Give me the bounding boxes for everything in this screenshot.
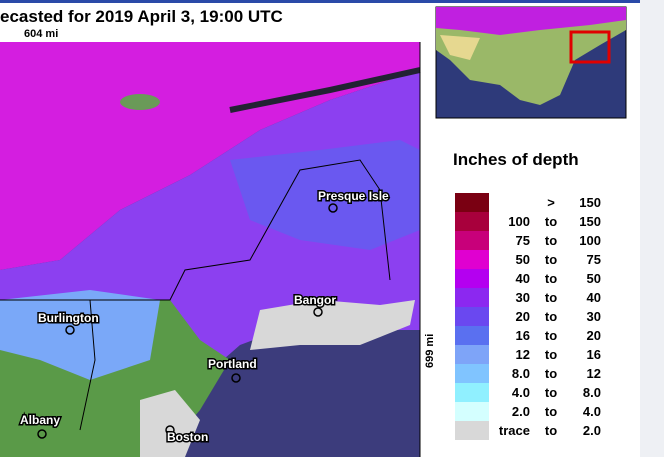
legend-high: 100 — [579, 233, 601, 248]
legend-low: 12 — [516, 347, 530, 362]
legend-high: 12 — [587, 366, 601, 381]
legend-sep: to — [545, 271, 557, 286]
legend-sep: to — [545, 347, 557, 362]
legend-low: > — [547, 195, 555, 210]
legend-sep: to — [545, 233, 557, 248]
legend-sep: to — [545, 366, 557, 381]
map-title: ecasted for 2019 April 3, 19:00 UTC — [0, 7, 283, 26]
legend-swatch — [455, 307, 489, 326]
legend-high: 50 — [587, 271, 601, 286]
legend-swatch — [455, 364, 489, 383]
legend-high: 150 — [579, 195, 601, 210]
legend-high: 4.0 — [583, 404, 601, 419]
legend-sep: to — [545, 290, 557, 305]
legend-sep: to — [545, 214, 557, 229]
legend-high: 150 — [579, 214, 601, 229]
map — [0, 42, 421, 457]
legend-low: 4.0 — [512, 385, 530, 400]
legend-swatch — [455, 231, 489, 250]
city-label: Bangor — [294, 293, 336, 307]
legend-swatch — [455, 288, 489, 307]
legend-swatch — [455, 212, 489, 231]
legend-sep: to — [545, 252, 557, 267]
legend: >150 100 to 150 75 to 100 50 to 75 40 to 50 30 to 40 20 t… — [455, 193, 601, 440]
legend-swatch — [455, 250, 489, 269]
legend-swatch — [455, 421, 489, 440]
legend-swatch — [455, 269, 489, 288]
legend-high: 16 — [587, 347, 601, 362]
city-label: Presque Isle — [318, 189, 389, 203]
legend-swatch — [455, 383, 489, 402]
legend-low: trace — [499, 423, 530, 438]
legend-high: 20 — [587, 328, 601, 343]
city-label: Portland — [208, 357, 257, 371]
legend-high: 75 — [587, 252, 601, 267]
city-label: Albany — [20, 413, 60, 427]
city-label: Burlington — [38, 311, 99, 325]
legend-low: 50 — [516, 252, 530, 267]
legend-low: 100 — [508, 214, 530, 229]
legend-low: 75 — [516, 233, 530, 248]
side-strip — [640, 0, 664, 457]
legend-low: 2.0 — [512, 404, 530, 419]
legend-low: 8.0 — [512, 366, 530, 381]
city-markers — [37, 203, 338, 439]
height-label: 699 mi — [424, 334, 436, 368]
legend-swatch — [455, 193, 489, 212]
width-label: 604 mi — [24, 28, 58, 40]
top-rule — [0, 0, 664, 3]
legend-high: 8.0 — [583, 385, 601, 400]
legend-low: 40 — [516, 271, 530, 286]
legend-swatch — [455, 402, 489, 421]
legend-swatch — [455, 345, 489, 364]
legend-sep: to — [545, 385, 557, 400]
legend-sep: to — [545, 309, 557, 324]
legend-sep: to — [545, 404, 557, 419]
city-label: Boston — [167, 430, 208, 444]
legend-high: 2.0 — [583, 423, 601, 438]
legend-high: 40 — [587, 290, 601, 305]
legend-high: 30 — [587, 309, 601, 324]
inset-map — [435, 6, 627, 119]
legend-low: 20 — [516, 309, 530, 324]
legend-title: Inches of depth — [453, 150, 579, 169]
legend-swatch — [455, 326, 489, 345]
legend-sep: to — [545, 423, 557, 438]
legend-sep: to — [545, 328, 557, 343]
legend-low: 30 — [516, 290, 530, 305]
legend-low: 16 — [516, 328, 530, 343]
